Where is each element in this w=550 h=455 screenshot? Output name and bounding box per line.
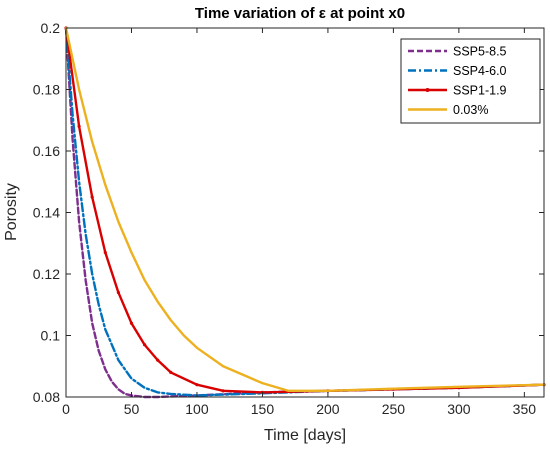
- legend-label-3: 0.03%: [453, 103, 488, 117]
- series-point-2-5: [129, 321, 134, 325]
- y-tick-label-1: 0.1: [41, 328, 61, 344]
- series-point-2-9: [195, 383, 199, 387]
- legend-label-1: SSP4-6.0: [453, 64, 507, 78]
- y-tick-label-0: 0.08: [33, 389, 60, 405]
- y-tick-label-6: 0.2: [41, 20, 61, 36]
- y-tick-label-4: 0.16: [33, 143, 60, 159]
- x-tick-label-1: 50: [124, 401, 140, 417]
- series-point-2-8: [169, 370, 173, 374]
- x-tick-label-6: 300: [447, 401, 471, 417]
- legend: SSP5-8.5 SSP4-6.0 SSP1-1.9 0.03%: [400, 38, 541, 124]
- axes-box: [65, 27, 545, 398]
- chart-title: Time variation of ε at point x0: [195, 5, 405, 22]
- x-axis-label: Time [days]: [264, 427, 346, 444]
- x-tick-label-3: 150: [251, 401, 275, 417]
- series-point-2-7: [156, 358, 160, 362]
- legend-label-2: SSP1-1.9: [453, 84, 507, 98]
- x-tick-label-7: 350: [513, 401, 537, 417]
- legend-label-0: SSP5-8.5: [453, 45, 507, 59]
- y-axis-label: Porosity: [3, 183, 20, 241]
- x-tick-label-0: 0: [62, 401, 70, 417]
- series-point-2-6: [142, 343, 147, 347]
- y-tick-label-2: 0.12: [33, 266, 60, 282]
- series-point-2-3: [103, 250, 107, 255]
- x-tick-label-2: 100: [185, 401, 209, 417]
- y-tick-label-3: 0.14: [33, 205, 60, 221]
- x-tick-label-5: 250: [382, 401, 406, 417]
- series-point-2-10: [221, 389, 225, 393]
- series-line-3: [64, 26, 546, 393]
- series-point-2-1: [77, 124, 81, 128]
- x-tick-label-4: 200: [316, 401, 340, 417]
- series-point-2-4: [116, 290, 120, 295]
- series-point-2-2: [90, 195, 94, 199]
- legend-marker-2: [425, 88, 430, 92]
- y-tick-label-5: 0.18: [33, 82, 60, 98]
- series-group: [64, 26, 546, 399]
- ticks-group: 0 50 100 150 200 250 300 350 0.08 0.1 0.12 0.14 0.16…: [33, 20, 544, 417]
